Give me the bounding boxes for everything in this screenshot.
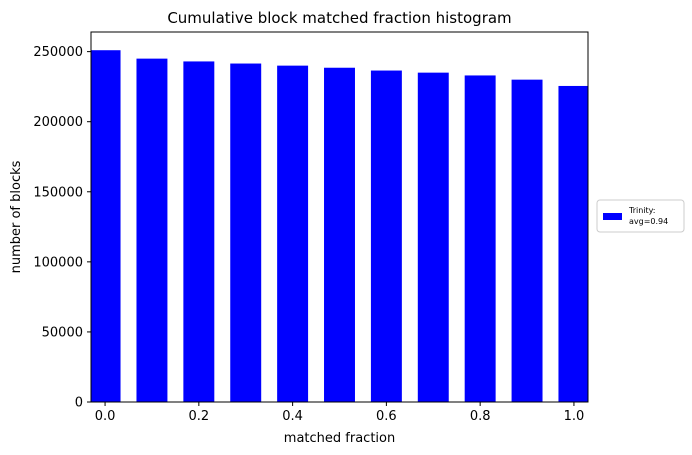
y-tick-label: 50000 — [42, 325, 83, 340]
legend: Trinity: avg=0.94 — [596, 199, 685, 233]
y-tick-label: 100000 — [33, 255, 83, 270]
y-tick-label: 0 — [75, 396, 83, 411]
bar — [511, 79, 543, 402]
bar — [183, 61, 215, 402]
bar — [136, 58, 168, 402]
legend-label-line-1: Trinity: — [628, 206, 656, 215]
bar — [370, 70, 402, 402]
bars — [91, 50, 588, 402]
y-tick-label: 250000 — [33, 45, 83, 60]
x-axis-ticks: 0.0 0.2 0.4 0.6 0.8 1.0 — [95, 402, 585, 424]
x-tick-label: 1.0 — [564, 409, 585, 424]
x-axis-label: matched fraction — [284, 431, 395, 446]
y-axis-label: number of blocks — [9, 160, 24, 273]
x-tick-label: 0.8 — [470, 409, 491, 424]
chart-title: Cumulative block matched fraction histog… — [167, 9, 511, 27]
x-tick-label: 0.6 — [376, 409, 397, 424]
bar — [91, 50, 121, 402]
bar — [230, 63, 262, 402]
bar — [277, 65, 309, 402]
y-axis-ticks: 0 50000 100000 150000 200000 250000 — [33, 45, 91, 411]
legend-frame — [596, 199, 685, 233]
bar — [324, 67, 355, 402]
legend-label-line-2: avg=0.94 — [629, 217, 668, 226]
legend-swatch — [603, 213, 622, 220]
bar — [417, 72, 449, 402]
y-tick-label: 200000 — [33, 115, 83, 130]
y-tick-label: 150000 — [33, 185, 83, 200]
x-tick-label: 0.4 — [282, 409, 303, 424]
x-tick-label: 0.0 — [95, 409, 116, 424]
plot-frame — [90, 31, 589, 403]
bar — [558, 85, 588, 402]
x-tick-label: 0.2 — [188, 409, 209, 424]
bar — [464, 75, 496, 402]
